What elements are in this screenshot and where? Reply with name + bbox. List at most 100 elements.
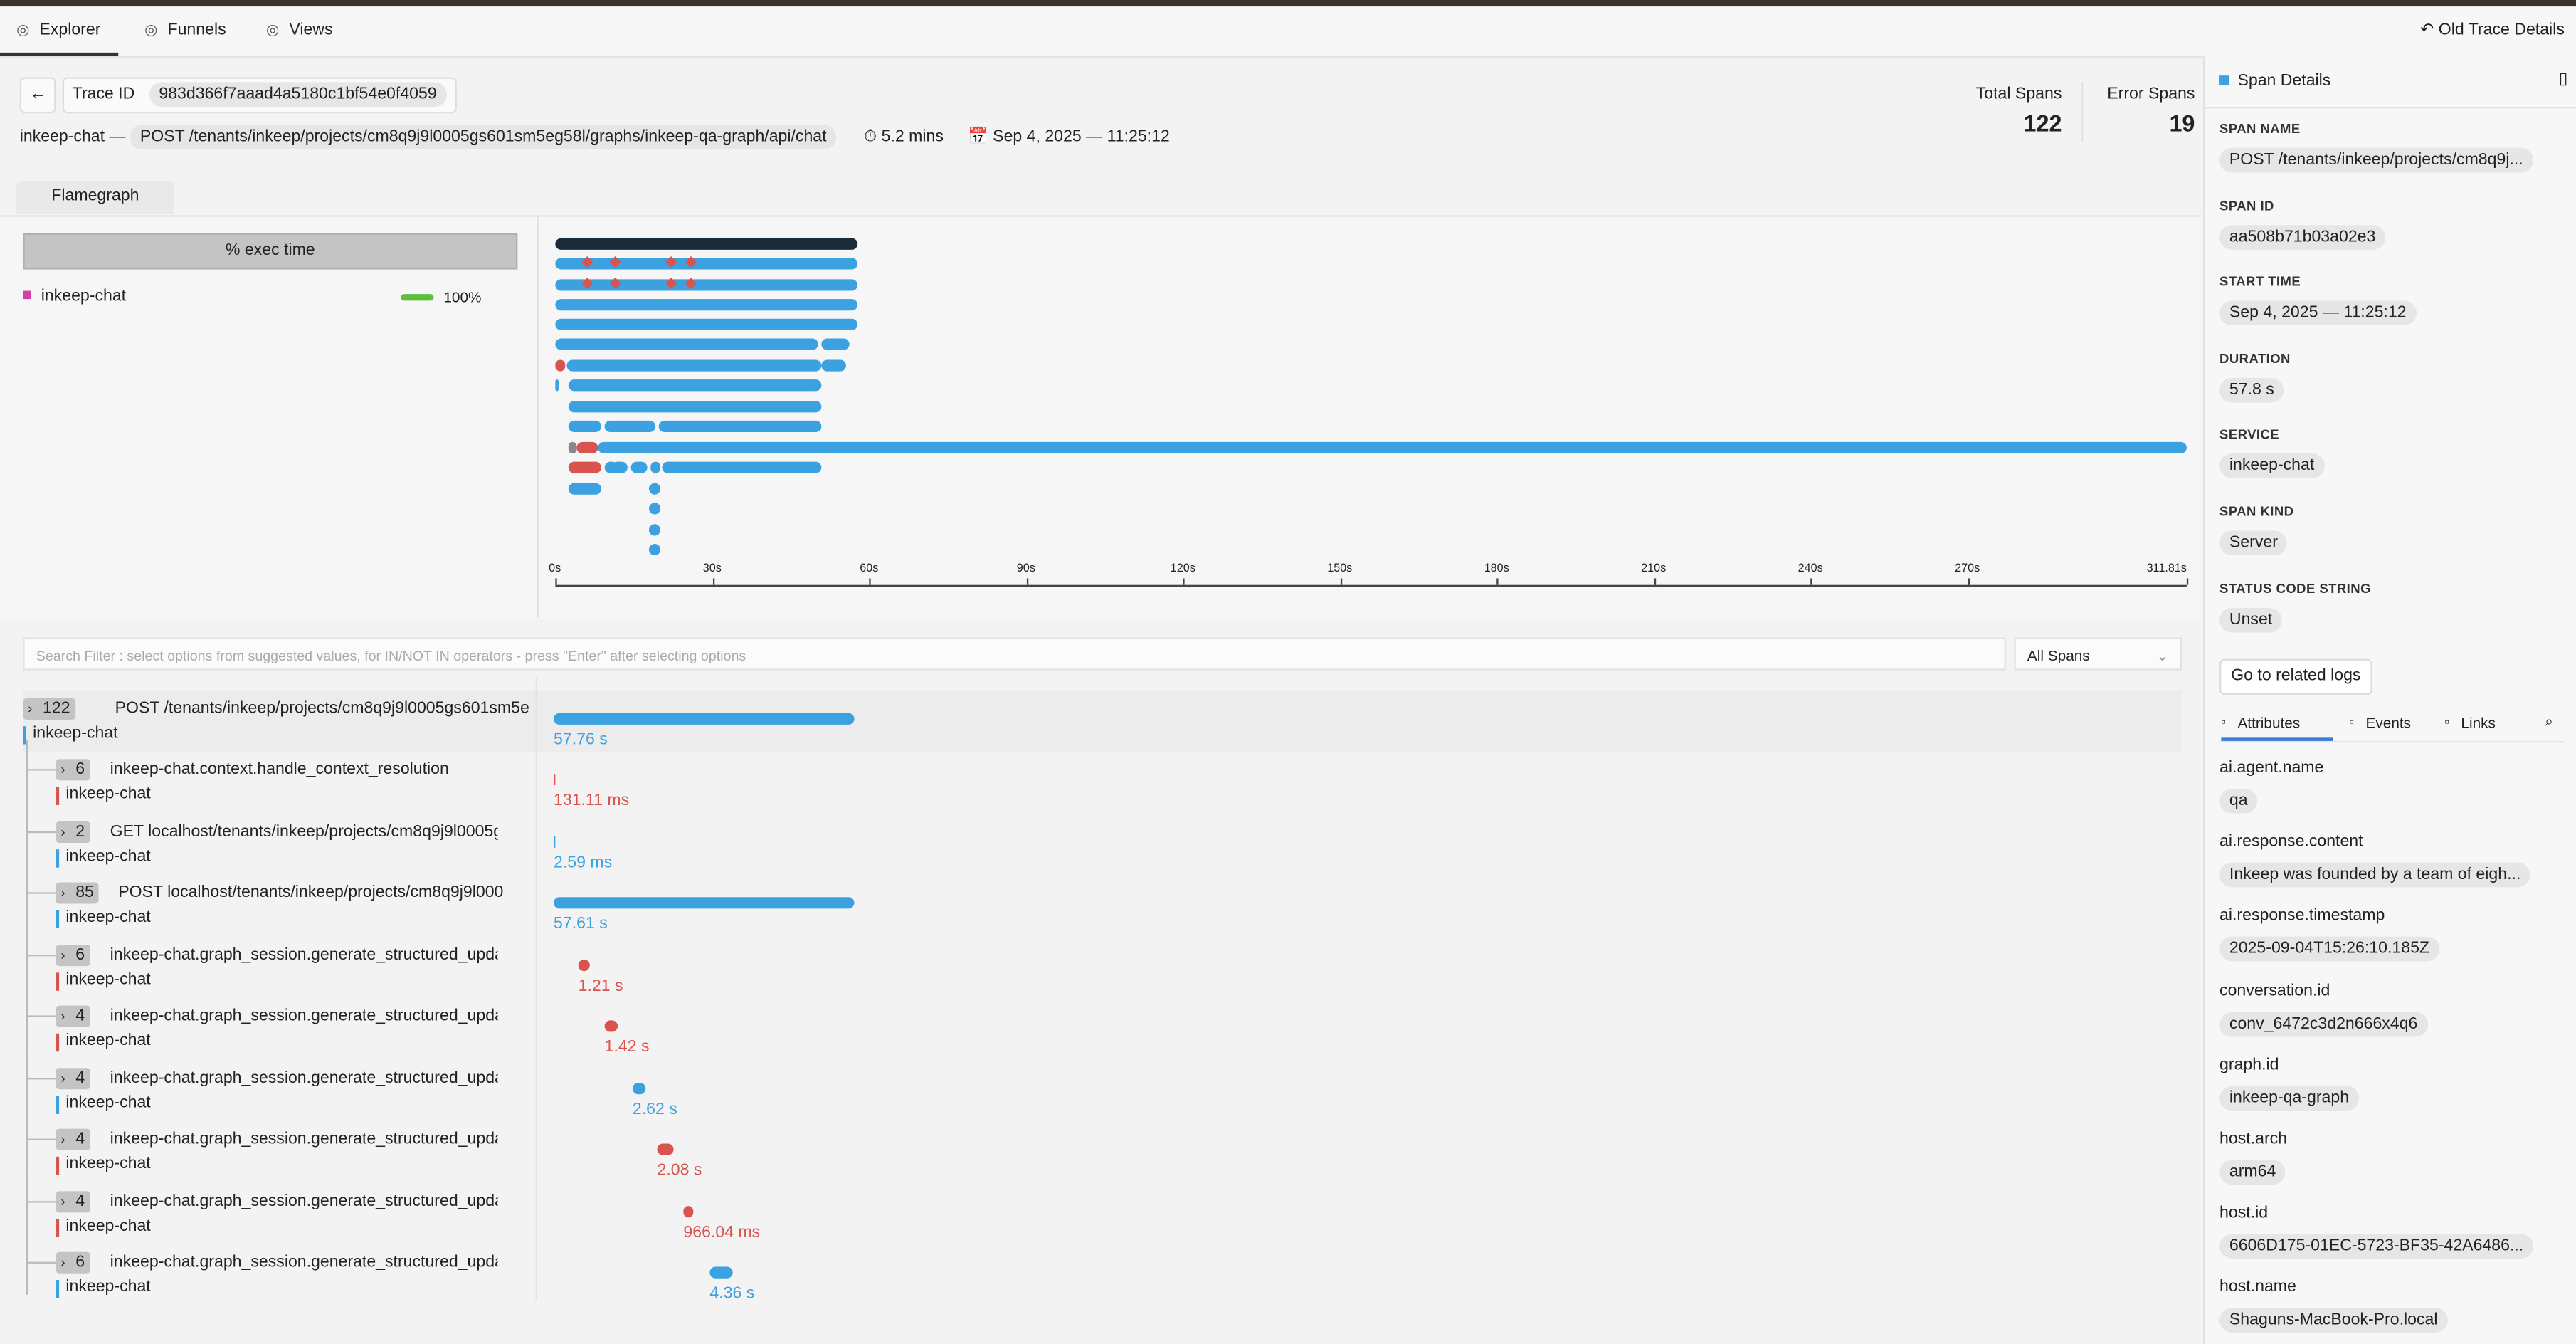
axis-tick bbox=[1025, 578, 1028, 585]
count-badge[interactable]: 2 bbox=[56, 820, 90, 842]
divider bbox=[2081, 82, 2084, 142]
span-name[interactable]: inkeep-chat.graph_session.generate_struc… bbox=[110, 945, 498, 964]
expand-icon[interactable]: › bbox=[60, 1193, 65, 1209]
tree-branch bbox=[26, 1138, 56, 1140]
span-duration: 131.11 ms bbox=[554, 792, 630, 810]
span-duration: 57.61 s bbox=[554, 915, 608, 934]
span-name[interactable]: inkeep-chat.graph_session.generate_struc… bbox=[110, 1254, 498, 1272]
expand-icon[interactable]: › bbox=[60, 1255, 65, 1271]
axis-label: 180s bbox=[1484, 563, 1509, 575]
count-badge[interactable]: 85 bbox=[56, 882, 99, 904]
tree-line bbox=[26, 1170, 28, 1234]
axis-label: 240s bbox=[1798, 563, 1823, 575]
expand-icon[interactable]: › bbox=[60, 1009, 65, 1024]
divider bbox=[535, 676, 537, 1302]
back-button[interactable]: ← bbox=[19, 77, 56, 114]
axis-label: 270s bbox=[1955, 563, 1980, 575]
waterfall-bar bbox=[554, 774, 556, 786]
axis-tick bbox=[869, 578, 871, 585]
tree-branch bbox=[26, 1015, 56, 1017]
trace-meta: inkeep-chat — POST /tenants/inkeep/proje… bbox=[20, 125, 1170, 150]
flame-bar bbox=[555, 238, 858, 250]
expand-icon[interactable]: › bbox=[28, 701, 33, 717]
span-select[interactable]: All Spans ⌄ bbox=[2014, 637, 2182, 671]
flame-bar bbox=[568, 379, 822, 392]
details-tab-icon[interactable]: ▫ bbox=[2444, 715, 2449, 730]
flame-bar bbox=[648, 524, 661, 536]
details-tab[interactable]: Links bbox=[2461, 715, 2496, 732]
nav-tab[interactable]: Funnels bbox=[167, 21, 226, 40]
old-trace-text[interactable]: Old Trace Details bbox=[2438, 21, 2565, 40]
field-label: START TIME bbox=[2219, 274, 2301, 290]
span-name[interactable]: POST /tenants/inkeep/projects/cm8q9j9l00… bbox=[115, 700, 529, 718]
axis-label: 210s bbox=[1641, 563, 1667, 575]
nav-tab[interactable]: Views bbox=[289, 21, 333, 40]
stat-label: Total Spans bbox=[1975, 85, 2062, 104]
count-badge[interactable]: 6 bbox=[56, 1251, 90, 1274]
service-swatch bbox=[23, 290, 31, 300]
attribute-key: conversation.id bbox=[2219, 982, 2330, 1000]
attribute-key: host.id bbox=[2219, 1204, 2269, 1223]
field-value: 57.8 s bbox=[2219, 377, 2284, 403]
details-tab-icon[interactable]: ▫ bbox=[2349, 715, 2355, 730]
span-duration: 4.36 s bbox=[709, 1284, 755, 1303]
axis-tick bbox=[712, 578, 714, 585]
flamegraph-tab-text[interactable]: Flamegraph bbox=[51, 187, 139, 206]
axis-label: 311.81s bbox=[2146, 563, 2187, 575]
search-icon[interactable]: ⌕ bbox=[2545, 713, 2553, 730]
field-label: SPAN ID bbox=[2219, 198, 2274, 214]
expand-icon[interactable]: › bbox=[60, 886, 65, 901]
expand-icon[interactable]: › bbox=[60, 824, 65, 839]
window-top bbox=[0, 0, 2576, 7]
waterfall-bar bbox=[554, 835, 556, 847]
expand-icon[interactable]: › bbox=[60, 1070, 65, 1086]
search-placeholder[interactable]: Search Filter : select options from sugg… bbox=[36, 647, 746, 664]
nav-tab[interactable]: Explorer bbox=[39, 21, 101, 40]
service-line bbox=[56, 1280, 60, 1298]
count-badge[interactable]: 6 bbox=[56, 759, 90, 781]
old-trace-link[interactable]: ↶ Old Trace Details bbox=[2420, 21, 2565, 40]
span-duration: 2.08 s bbox=[657, 1161, 702, 1180]
axis-tick bbox=[555, 578, 557, 585]
count-badge[interactable]: 4 bbox=[56, 1128, 90, 1150]
span-name[interactable]: inkeep-chat.context.handle_context_resol… bbox=[110, 760, 449, 779]
flame-bar bbox=[568, 401, 822, 413]
field-value: Sep 4, 2025 — 11:25:12 bbox=[2219, 300, 2417, 326]
field-value: POST /tenants/inkeep/projects/cm8q9j... bbox=[2219, 147, 2533, 173]
details-tab[interactable]: Attributes bbox=[2237, 715, 2301, 732]
span-name[interactable]: GET localhost/tenants/inkeep/projects/cm… bbox=[110, 822, 498, 841]
span-duration: 1.21 s bbox=[578, 977, 623, 995]
count-badge[interactable]: 122 bbox=[23, 698, 75, 720]
flame-bar bbox=[650, 461, 661, 473]
details-icon bbox=[2219, 75, 2229, 86]
span-name[interactable]: inkeep-chat.graph_session.generate_struc… bbox=[110, 1069, 498, 1087]
field-label: STATUS CODE STRING bbox=[2219, 581, 2371, 596]
related-logs-button[interactable]: Go to related logs bbox=[2219, 658, 2372, 695]
flame-bar bbox=[568, 461, 601, 473]
span-name[interactable]: POST localhost/tenants/inkeep/projects/c… bbox=[118, 883, 504, 903]
search-filter[interactable]: Search Filter : select options from sugg… bbox=[23, 637, 2006, 671]
trace-endpoint: POST /tenants/inkeep/projects/cm8q9j9l00… bbox=[130, 125, 837, 150]
tree-line bbox=[26, 985, 28, 1049]
span-select-text[interactable]: All Spans bbox=[2027, 647, 2090, 664]
attribute-value: Shaguns-MacBook-Pro.local bbox=[2219, 1308, 2448, 1333]
expand-icon[interactable]: › bbox=[60, 947, 65, 962]
expand-icon[interactable]: › bbox=[60, 762, 65, 777]
span-name[interactable]: inkeep-chat.graph_session.generate_struc… bbox=[110, 1130, 498, 1149]
axis-tick bbox=[1653, 578, 1656, 585]
tab-divider bbox=[2219, 740, 2565, 743]
count-badge[interactable]: 4 bbox=[56, 1067, 90, 1089]
divider bbox=[2205, 107, 2576, 109]
panel-toggle[interactable]: ▯ bbox=[2558, 70, 2568, 89]
details-tab-icon[interactable]: ▫ bbox=[2221, 715, 2226, 730]
count-badge[interactable]: 4 bbox=[56, 1005, 90, 1027]
expand-icon[interactable]: › bbox=[60, 1132, 65, 1148]
count-badge[interactable]: 6 bbox=[56, 944, 90, 966]
span-name[interactable]: inkeep-chat.graph_session.generate_struc… bbox=[110, 1007, 498, 1026]
flamegraph-tab[interactable]: Flamegraph bbox=[16, 180, 174, 214]
details-tab[interactable]: Events bbox=[2365, 715, 2412, 732]
span-duration: 2.59 ms bbox=[554, 854, 613, 872]
count-badge[interactable]: 4 bbox=[56, 1190, 90, 1212]
span-name[interactable]: inkeep-chat.graph_session.generate_struc… bbox=[110, 1192, 498, 1210]
